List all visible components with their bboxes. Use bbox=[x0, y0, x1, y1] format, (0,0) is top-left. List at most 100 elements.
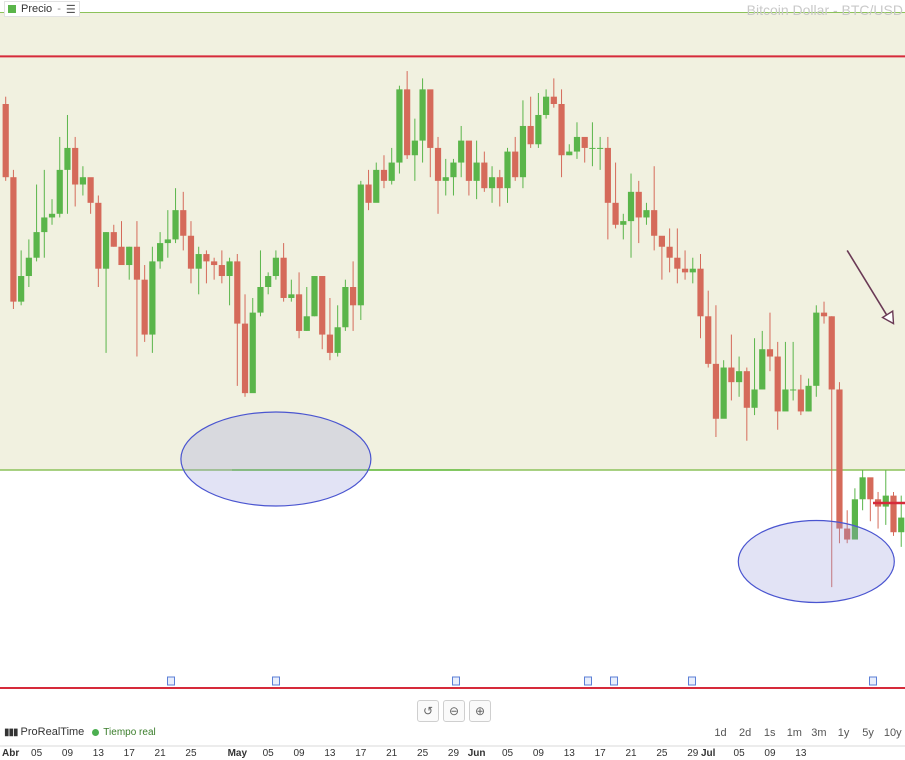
list-icon[interactable]: ☰ bbox=[65, 3, 76, 16]
chart-tools: ↺ ⊖ ⊕ bbox=[417, 700, 491, 722]
candle-body bbox=[458, 140, 465, 163]
candle-body bbox=[550, 96, 557, 104]
brand-name: ProRealTime bbox=[20, 726, 85, 738]
candle-body bbox=[211, 261, 218, 266]
candle-body bbox=[411, 140, 418, 156]
candle-body bbox=[612, 202, 619, 225]
candle-body bbox=[342, 287, 349, 328]
brand-logo-icon: ▮▮▮ bbox=[4, 726, 18, 738]
period-1m[interactable]: 1m bbox=[786, 727, 802, 739]
candle-body bbox=[87, 177, 94, 203]
series-legend[interactable]: Precio - ☰ bbox=[4, 1, 80, 17]
candle-body bbox=[334, 327, 341, 353]
x-tick-label: 13 bbox=[563, 748, 575, 759]
realtime-status-icon bbox=[92, 728, 100, 736]
x-tick-label: 09 bbox=[61, 748, 74, 759]
candle-body bbox=[898, 517, 905, 533]
candle-body bbox=[820, 312, 828, 317]
instrument-watermark: Bitcoin Dollar - BTC/USD bbox=[746, 2, 903, 18]
candle-body bbox=[241, 323, 249, 394]
candles-group bbox=[2, 71, 905, 588]
candle-body bbox=[427, 89, 434, 148]
x-tick-label: 17 bbox=[594, 748, 606, 759]
period-3m[interactable]: 3m bbox=[811, 727, 827, 739]
period-2d[interactable]: 2d bbox=[739, 727, 752, 739]
candle-body bbox=[141, 279, 148, 335]
candle-body bbox=[543, 96, 550, 115]
x-tick-label: 13 bbox=[92, 748, 104, 759]
candle-body bbox=[512, 151, 519, 178]
candle-body bbox=[288, 294, 295, 298]
series-swatch bbox=[8, 5, 16, 13]
zoom-in-button[interactable]: ⊕ bbox=[469, 700, 491, 722]
candle-body bbox=[743, 371, 750, 408]
candle-body bbox=[350, 287, 357, 306]
candle-body bbox=[295, 294, 303, 331]
brand-bar: ▮▮▮ ProRealTime Tiempo real bbox=[4, 726, 156, 738]
candle-body bbox=[41, 217, 48, 233]
candle-body bbox=[797, 389, 804, 412]
x-tick-label: 17 bbox=[123, 748, 135, 759]
candle-body bbox=[658, 235, 665, 247]
candle-body bbox=[774, 356, 781, 412]
candle-body bbox=[172, 210, 179, 240]
candle-body bbox=[712, 363, 720, 419]
event-marker-icon bbox=[688, 676, 696, 686]
period-10y[interactable]: 10y bbox=[883, 727, 902, 739]
candle-body bbox=[357, 184, 364, 306]
series-label: Precio bbox=[21, 3, 53, 15]
event-marker-icon bbox=[272, 676, 280, 686]
candle-body bbox=[496, 177, 503, 189]
candle-body bbox=[257, 287, 264, 313]
candle-body bbox=[604, 147, 611, 203]
x-tick-month-label: Jul bbox=[700, 748, 716, 759]
period-1y[interactable]: 1y bbox=[837, 727, 850, 739]
candle-body bbox=[164, 239, 171, 244]
x-tick-month-label: Abr bbox=[2, 748, 20, 759]
candle-body bbox=[643, 210, 650, 218]
candle-body bbox=[627, 191, 635, 222]
candle-body bbox=[790, 389, 797, 391]
candle-body bbox=[844, 528, 851, 540]
candle-body bbox=[859, 477, 866, 500]
candle-body bbox=[272, 257, 279, 277]
candle-body bbox=[311, 276, 318, 317]
candle-body bbox=[504, 151, 511, 189]
overlays-group bbox=[0, 55, 905, 604]
candle-body bbox=[187, 235, 195, 269]
annotation-arrow-head bbox=[881, 309, 895, 325]
candle-body bbox=[380, 169, 388, 181]
candle-body bbox=[535, 114, 542, 145]
candle-body bbox=[558, 104, 565, 156]
candle-body bbox=[573, 136, 581, 152]
reset-view-button[interactable]: ↺ bbox=[417, 700, 439, 722]
x-tick-label: 25 bbox=[417, 748, 429, 759]
period-1d[interactable]: 1d bbox=[714, 727, 727, 739]
candle-body bbox=[157, 243, 164, 262]
candle-body bbox=[234, 261, 241, 324]
candle-body bbox=[589, 147, 596, 149]
candle-body bbox=[651, 210, 658, 236]
candle-body bbox=[319, 276, 326, 335]
candle-body bbox=[404, 89, 411, 156]
candle-body bbox=[133, 246, 141, 280]
candle-body bbox=[126, 246, 133, 266]
candle-body bbox=[48, 213, 56, 218]
annotation-arrow-line bbox=[846, 249, 891, 321]
candle-body bbox=[728, 367, 735, 383]
candle-body bbox=[365, 184, 372, 203]
candle-body bbox=[180, 210, 187, 236]
candle-body bbox=[110, 232, 117, 247]
period-1s[interactable]: 1s bbox=[763, 727, 776, 739]
candle-body bbox=[72, 147, 79, 185]
annotation-ellipse bbox=[180, 411, 372, 507]
candle-body bbox=[828, 316, 835, 390]
period-5y[interactable]: 5y bbox=[862, 727, 874, 739]
candle-body bbox=[149, 261, 156, 335]
zoom-out-button[interactable]: ⊖ bbox=[443, 700, 465, 722]
candle-body bbox=[488, 177, 496, 189]
candle-body bbox=[481, 162, 488, 189]
candle-body bbox=[666, 246, 673, 258]
candle-body bbox=[697, 268, 704, 317]
